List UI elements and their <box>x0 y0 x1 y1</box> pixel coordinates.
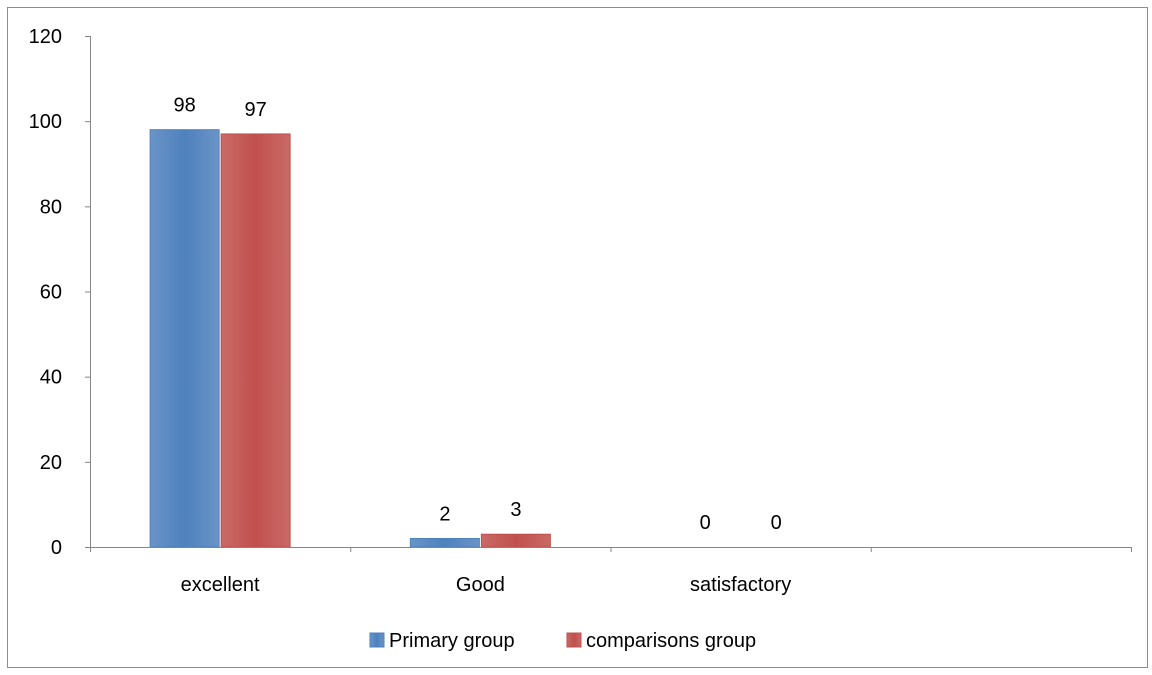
y-tick-label: 40 <box>40 367 62 389</box>
data-label: 3 <box>510 499 521 521</box>
bar-1-1[interactable] <box>480 533 551 548</box>
bar-0-1[interactable] <box>409 537 480 548</box>
y-tick-label: 20 <box>40 452 62 474</box>
y-axis-ticks: 0 20 40 60 80 100 120 <box>29 26 90 559</box>
y-tick-label: 60 <box>40 282 62 304</box>
legend-label-1: comparisons group <box>586 630 756 652</box>
bar-1-0[interactable] <box>220 133 291 548</box>
x-category-label: Good <box>456 574 505 596</box>
data-label: 0 <box>771 512 782 534</box>
legend[interactable]: Primary group comparisons group <box>369 630 756 652</box>
data-label: 97 <box>245 99 267 121</box>
data-label: 2 <box>439 503 450 525</box>
y-tick-label: 80 <box>40 196 62 218</box>
bars <box>149 129 551 548</box>
data-labels: 98 97 2 3 0 0 <box>174 95 782 534</box>
legend-label-0: Primary group <box>389 630 515 652</box>
legend-swatch-0 <box>369 632 385 648</box>
data-label: 98 <box>174 95 196 117</box>
y-tick-label: 100 <box>29 111 62 133</box>
bar-0-0[interactable] <box>149 129 220 548</box>
legend-swatch-1 <box>566 632 582 648</box>
data-label: 0 <box>700 512 711 534</box>
y-tick-label: 120 <box>29 26 62 48</box>
y-tick-label: 0 <box>51 537 62 559</box>
x-category-label: satisfactory <box>690 574 791 596</box>
x-category-label: excellent <box>181 574 260 596</box>
x-axis-labels: excellent Good satisfactory <box>90 547 1132 596</box>
